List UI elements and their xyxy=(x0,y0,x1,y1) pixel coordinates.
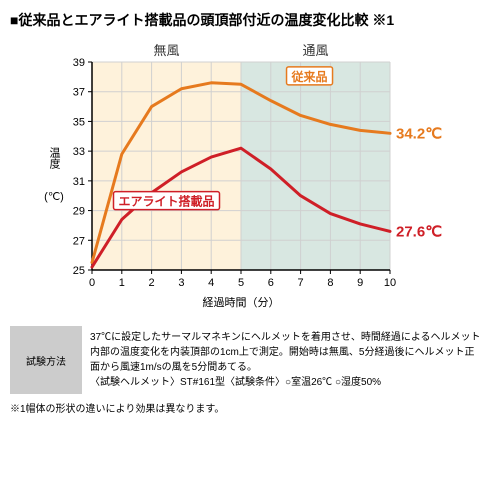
svg-text:従来品: 従来品 xyxy=(291,69,328,84)
svg-text:2: 2 xyxy=(149,277,155,289)
footnote: ※1帽体の形状の違いにより効果は異なります。 xyxy=(10,400,490,415)
svg-text:10: 10 xyxy=(384,277,396,289)
svg-text:9: 9 xyxy=(357,277,363,289)
svg-text:温度: 温度 xyxy=(48,147,61,170)
svg-text:1: 1 xyxy=(119,277,125,289)
methodology-body: 37℃に設定したサーマルマネキンにヘルメットを着用させ、時間経過によるヘルメット… xyxy=(90,330,482,375)
svg-text:5: 5 xyxy=(238,277,244,289)
svg-text:(℃): (℃) xyxy=(44,191,64,203)
svg-text:29: 29 xyxy=(73,206,85,218)
svg-text:35: 35 xyxy=(73,116,85,128)
svg-text:34.2℃: 34.2℃ xyxy=(396,125,442,142)
methodology-label: 試験方法 xyxy=(10,326,82,394)
svg-text:7: 7 xyxy=(298,277,304,289)
svg-text:6: 6 xyxy=(268,277,274,289)
methodology-text: 37℃に設定したサーマルマネキンにヘルメットを着用させ、時間経過によるヘルメット… xyxy=(82,326,490,394)
svg-text:25: 25 xyxy=(73,265,85,277)
svg-text:39: 39 xyxy=(73,57,85,69)
svg-text:エアライト搭載品: エアライト搭載品 xyxy=(118,194,214,209)
svg-text:8: 8 xyxy=(327,277,333,289)
svg-text:0: 0 xyxy=(89,277,95,289)
svg-text:通風: 通風 xyxy=(302,43,328,58)
svg-text:4: 4 xyxy=(208,277,214,289)
chart: 無風 通風 25 27 29 31 33 35 37 39 0 1 2 3 4 5 6 7 8 9 10 経過時間（分） 温… xyxy=(40,36,460,316)
methodology-conditions: 〈試験ヘルメット〉ST#161型〈試験条件〉○室温26℃ ○湿度50% xyxy=(90,375,482,390)
svg-text:37: 37 xyxy=(73,87,85,99)
svg-text:33: 33 xyxy=(73,146,85,158)
svg-text:3: 3 xyxy=(178,277,184,289)
svg-text:27: 27 xyxy=(73,235,85,247)
methodology-box: 試験方法 37℃に設定したサーマルマネキンにヘルメットを着用させ、時間経過による… xyxy=(10,326,490,394)
chart-title: ■従来品とエアライト搭載品の頭頂部付近の温度変化比較 ※1 xyxy=(10,10,490,30)
svg-text:無風: 無風 xyxy=(153,43,179,58)
svg-text:31: 31 xyxy=(73,176,85,188)
svg-text:27.6℃: 27.6℃ xyxy=(396,223,442,240)
svg-text:経過時間（分）: 経過時間（分） xyxy=(203,296,280,309)
